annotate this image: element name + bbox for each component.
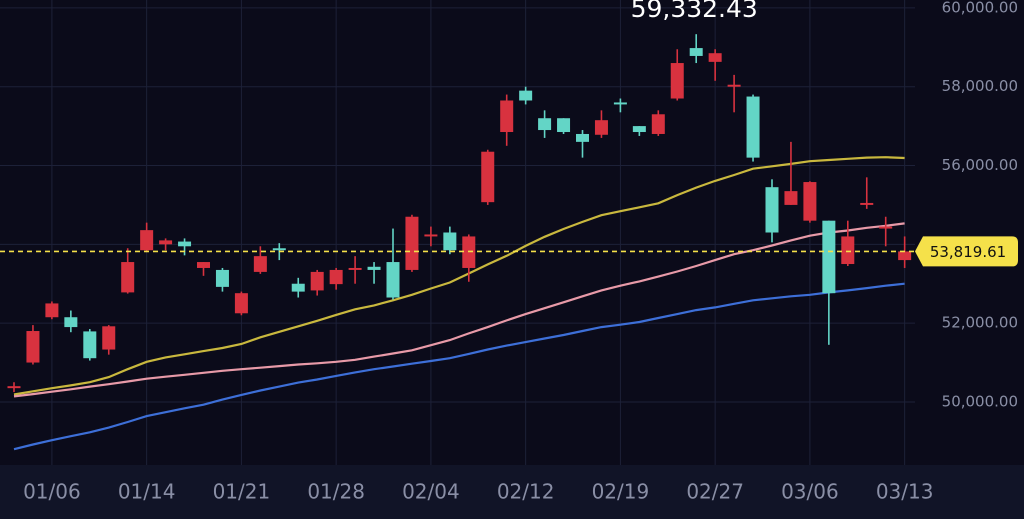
candle-body [898, 251, 912, 261]
candle-body [329, 269, 343, 285]
x-tick-label: 01/28 [307, 480, 365, 504]
candle-body [348, 267, 362, 270]
candle-body [519, 90, 533, 101]
candle-body [424, 234, 438, 237]
candle-body [784, 191, 798, 205]
candle-body [613, 102, 627, 105]
x-tick-label: 02/19 [592, 480, 650, 504]
candle-body [803, 182, 817, 221]
candle-body [405, 216, 419, 270]
x-tick-label: 02/04 [402, 480, 460, 504]
y-tick-label: 56,000.00 [942, 156, 1018, 174]
x-tick-label: 03/06 [781, 480, 839, 504]
candle-body [45, 303, 59, 318]
candle-body [841, 236, 855, 265]
candle-body [879, 226, 893, 229]
candle-body [651, 114, 665, 134]
moving-average-line [13, 156, 905, 396]
candle-body [83, 331, 97, 359]
y-tick-label: 52,000.00 [942, 314, 1018, 332]
candle-body [557, 118, 571, 133]
x-tick-label: 02/12 [497, 480, 555, 504]
candle-body [765, 187, 779, 233]
candle-body [670, 63, 684, 99]
candle-body [538, 118, 552, 131]
y-tick-label: 58,000.00 [942, 77, 1018, 95]
candle-body [386, 262, 400, 298]
candle-body [178, 241, 192, 247]
candle-body [102, 326, 116, 350]
candle-body [500, 100, 514, 133]
y-tick-label: 60,000.00 [942, 0, 1018, 16]
candle-body [26, 331, 40, 363]
candle-body [727, 84, 741, 87]
candle-body [689, 48, 703, 56]
candle-body [860, 202, 874, 205]
candle-body [234, 293, 248, 314]
moving-average-line [13, 282, 905, 451]
candle-body [822, 220, 836, 294]
candle-body [632, 126, 646, 133]
x-tick-label: 01/21 [213, 480, 271, 504]
candle-body [481, 151, 495, 203]
x-tick-label: 01/14 [118, 480, 176, 504]
x-tick-label: 01/06 [23, 480, 81, 504]
max-price-annotation: 59,332.43 [631, 0, 758, 23]
candle-body [291, 283, 305, 292]
candle-body [576, 133, 589, 142]
candle-body [443, 232, 457, 251]
candle-body [121, 262, 135, 293]
last-price-badge [915, 236, 1018, 267]
candle-body [7, 386, 21, 389]
y-tick-label: 50,000.00 [942, 392, 1018, 410]
candle-body [746, 96, 760, 158]
candle-body [594, 120, 608, 135]
x-tick-label: 03/13 [876, 480, 934, 504]
candle-body [215, 269, 229, 287]
candle-body [253, 256, 267, 272]
last-price-label: 53,819.61 [930, 243, 1006, 261]
candle-body [140, 230, 154, 251]
candle-body [708, 53, 722, 62]
candle-body [367, 266, 381, 270]
x-tick-label: 02/27 [686, 480, 744, 504]
candle-body [272, 248, 286, 251]
x-axis-band [0, 465, 1024, 519]
candle-body [310, 271, 324, 291]
candle-body [64, 317, 78, 328]
moving-average-line [13, 222, 905, 398]
candle-body [197, 262, 210, 268]
candle-body [159, 240, 173, 245]
